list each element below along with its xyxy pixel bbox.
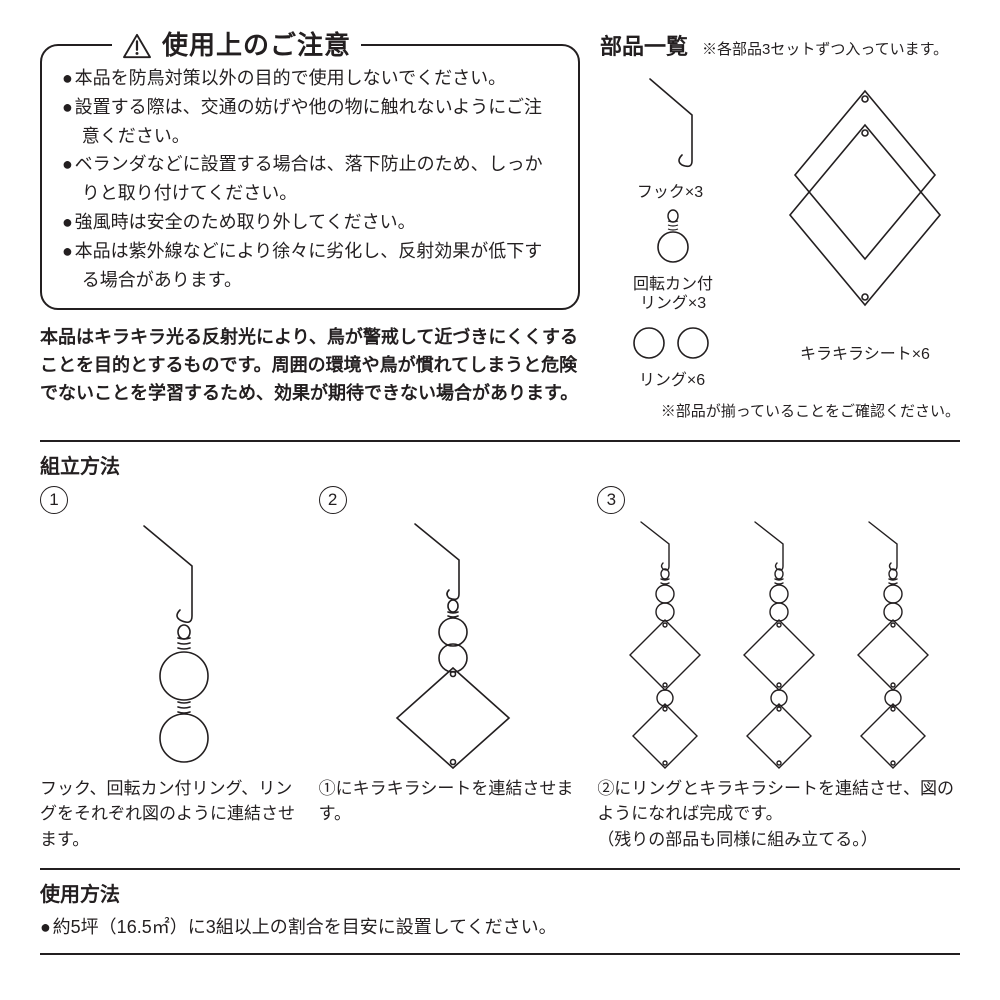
step-text: ②にリングとキラキラシートを連結させ、図のようになれば完成です。 （残りの部品も… bbox=[597, 776, 960, 853]
caution-title: 使用上のご注意 bbox=[162, 26, 351, 65]
usage-title: 使用方法 bbox=[40, 880, 960, 910]
caution-list: 本品を防鳥対策以外の目的で使用しないでください。 設置する際は、交通の妨げや他の… bbox=[62, 64, 558, 294]
step-number: 3 bbox=[597, 486, 625, 514]
part-ring: リング×6 bbox=[612, 325, 732, 390]
parts-note: ※各部品3セットずつ入っています。 bbox=[702, 39, 948, 62]
step3-figure bbox=[599, 520, 959, 770]
part-swivel-ring-label: 回転カン付 リング×3 bbox=[618, 275, 728, 313]
caution-box: 使用上のご注意 本品を防鳥対策以外の目的で使用しないでください。 設置する際は、… bbox=[40, 44, 580, 310]
part-swivel-ring: 回転カン付 リング×3 bbox=[618, 209, 728, 313]
step2-figure bbox=[353, 520, 553, 770]
parts-title: 部品一覧 bbox=[600, 30, 688, 63]
step-3: 3 bbox=[597, 486, 960, 853]
usage-section: 使用方法 約5坪（16.5㎡）に3組以上の割合を目安に設置してください。 bbox=[40, 880, 960, 941]
usage-line: 約5坪（16.5㎡）に3組以上の割合を目安に設置してください。 bbox=[40, 914, 960, 941]
step1-figure bbox=[84, 520, 264, 770]
step-2: 2 ①にキラキラシートを連結させます。 bbox=[319, 486, 588, 853]
assembly-title: 組立方法 bbox=[40, 452, 960, 482]
swivel-ring-icon bbox=[648, 209, 698, 265]
parts-list-section: 部品一覧 ※各部品3セットずつ入っています。 フック×3 回転カン付 リング×3 bbox=[600, 30, 960, 424]
step-1: 1 フック、回転カン付リング、リングをそれぞれ図のように連結させます。 bbox=[40, 486, 309, 853]
step-number: 1 bbox=[40, 486, 68, 514]
step-text: フック、回転カン付リング、リングをそれぞれ図のように連結させます。 bbox=[40, 776, 309, 853]
sheet-icon bbox=[765, 85, 965, 335]
parts-check-note: ※部品が揃っていることをご確認ください。 bbox=[600, 401, 960, 424]
ring-icon bbox=[627, 325, 717, 361]
part-sheet: キラキラシート×6 bbox=[760, 85, 970, 364]
part-sheet-label: キラキラシート×6 bbox=[760, 345, 970, 364]
caution-item: 本品は紫外線などにより徐々に劣化し、反射効果が低下する場合があります。 bbox=[62, 237, 558, 295]
step-number: 2 bbox=[319, 486, 347, 514]
part-ring-label: リング×6 bbox=[612, 371, 732, 390]
divider bbox=[40, 440, 960, 442]
caution-item: 設置する際は、交通の妨げや他の物に触れないようにご注意ください。 bbox=[62, 93, 558, 151]
warning-icon bbox=[122, 33, 152, 59]
divider bbox=[40, 868, 960, 870]
divider bbox=[40, 953, 960, 955]
assembly-steps: 1 フック、回転カン付リング、リングをそれぞれ図のように連結させます。 2 bbox=[40, 486, 960, 853]
caution-item: ベランダなどに設置する場合は、落下防止のため、しっかりと取り付けてください。 bbox=[62, 150, 558, 208]
description-paragraph: 本品はキラキラ光る反射光により、鳥が警戒して近づきにくくすることを目的とするもの… bbox=[40, 324, 580, 408]
hook-icon bbox=[630, 73, 710, 173]
caution-item: 強風時は安全のため取り外してください。 bbox=[62, 208, 558, 237]
caution-heading: 使用上のご注意 bbox=[112, 26, 361, 65]
caution-item: 本品を防鳥対策以外の目的で使用しないでください。 bbox=[62, 64, 558, 93]
step-text: ①にキラキラシートを連結させます。 bbox=[319, 776, 588, 827]
part-hook: フック×3 bbox=[610, 73, 730, 202]
part-hook-label: フック×3 bbox=[610, 183, 730, 202]
